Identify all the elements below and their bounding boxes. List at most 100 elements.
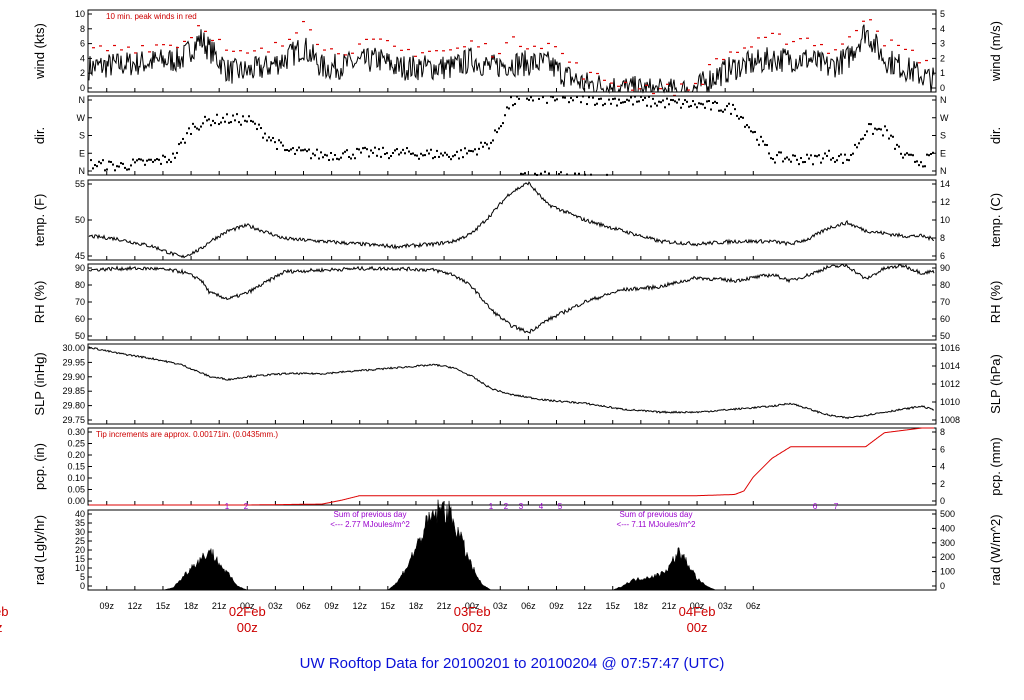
- dir-point: [680, 106, 682, 109]
- dir-point: [526, 97, 528, 100]
- dir-point: [378, 148, 380, 151]
- right-tick-label: 4: [940, 462, 945, 472]
- dir-point: [138, 158, 140, 161]
- dir-point: [802, 161, 804, 164]
- dir-point: [504, 114, 506, 117]
- left-tick-label: 30.00: [62, 343, 85, 353]
- left-tick-label: 10: [75, 563, 85, 573]
- dir-point: [170, 160, 172, 163]
- x-tick-label: 18z: [184, 601, 199, 611]
- dir-point: [472, 150, 474, 153]
- dir-point: [872, 132, 874, 135]
- dir-point: [310, 157, 312, 160]
- dir-point: [338, 158, 340, 161]
- dir-point: [932, 151, 934, 154]
- panel-rad: rad (Lgly/hr) rad (W/m^2)0510152025303540…: [32, 499, 1003, 591]
- right-tick-label: 90: [940, 263, 950, 273]
- dir-point: [536, 173, 538, 176]
- right-tick-label: 6: [940, 251, 945, 261]
- dir-point: [418, 157, 420, 160]
- dir-point: [888, 137, 890, 140]
- left-tick-label: 80: [75, 280, 85, 290]
- rad-hour-mark: 1: [489, 502, 494, 511]
- dir-point: [482, 145, 484, 148]
- dir-point: [294, 152, 296, 155]
- dir-point: [666, 97, 668, 100]
- dir-point: [556, 98, 558, 101]
- dir-point: [766, 144, 768, 147]
- dir-point: [256, 128, 258, 131]
- dir-point: [574, 172, 576, 175]
- dir-point: [264, 132, 266, 135]
- dir-point: [356, 147, 358, 150]
- dir-point: [920, 161, 922, 164]
- right-tick-label: 3: [940, 39, 945, 49]
- dir-point: [554, 99, 556, 102]
- dir-point: [704, 106, 706, 109]
- dir-point: [200, 125, 202, 128]
- left-tick-label: 6: [80, 39, 85, 49]
- rad-annotation: Sum of previous day: [620, 510, 693, 519]
- dir-point: [898, 145, 900, 148]
- dir-point: [904, 153, 906, 156]
- dir-point: [252, 120, 254, 123]
- dir-point: [198, 128, 200, 131]
- dir-point: [238, 121, 240, 124]
- dir-point: [176, 151, 178, 154]
- dir-point: [930, 153, 932, 156]
- dir-point: [364, 146, 366, 149]
- dir-point: [512, 104, 514, 107]
- dir-point: [634, 95, 636, 98]
- rad-hour-mark: 7: [834, 502, 839, 511]
- dir-point: [296, 149, 298, 152]
- right-tick-label: 60: [940, 314, 950, 324]
- dir-point: [376, 154, 378, 157]
- dir-point: [464, 147, 466, 150]
- dir-point: [478, 147, 480, 150]
- dir-point: [434, 156, 436, 159]
- dir-point: [510, 96, 512, 99]
- dir-point: [172, 152, 174, 155]
- dir-point: [168, 158, 170, 161]
- rad-hour-mark: 5: [558, 502, 563, 511]
- x-tick-label: 15z: [381, 601, 396, 611]
- dir-point: [896, 143, 898, 146]
- dir-point: [696, 106, 698, 109]
- dir-point: [890, 134, 892, 137]
- rad-hour-mark: 4: [539, 502, 544, 511]
- dir-point: [410, 152, 412, 155]
- left-tick-label: 35: [75, 518, 85, 528]
- left-tick-label: 0: [80, 83, 85, 93]
- dir-point: [370, 149, 372, 152]
- left-tick-label: 90: [75, 263, 85, 273]
- pcp-note: Tip increments are approx. 0.00171in. (0…: [96, 430, 278, 439]
- dir-point: [278, 139, 280, 142]
- dir-point: [562, 96, 564, 99]
- dir-point: [720, 109, 722, 112]
- dir-point: [658, 100, 660, 103]
- dir-point: [862, 137, 864, 140]
- x-tick-label: 06z: [746, 601, 761, 611]
- dir-point: [614, 97, 616, 100]
- dir-point: [784, 157, 786, 160]
- dir-point: [616, 104, 618, 107]
- dir-point: [824, 152, 826, 155]
- dir-point: [174, 156, 176, 159]
- dir-point: [594, 103, 596, 106]
- dir-point: [142, 159, 144, 162]
- dir-point: [286, 149, 288, 152]
- dir-point: [642, 99, 644, 102]
- dir-point: [316, 148, 318, 151]
- dir-point: [136, 159, 138, 162]
- right-tick-label: 8: [940, 233, 945, 243]
- dir-point: [646, 104, 648, 107]
- right-tick-label: N: [940, 166, 947, 176]
- dir-point: [318, 157, 320, 160]
- rad-hour-mark: 6: [813, 502, 818, 511]
- dir-point: [654, 102, 656, 105]
- dir-point: [468, 149, 470, 152]
- dir-point: [924, 165, 926, 168]
- temp-series-line: [88, 181, 935, 259]
- dir-point: [412, 152, 414, 155]
- page-title: UW Rooftop Data for 20100201 to 20100204…: [300, 655, 725, 672]
